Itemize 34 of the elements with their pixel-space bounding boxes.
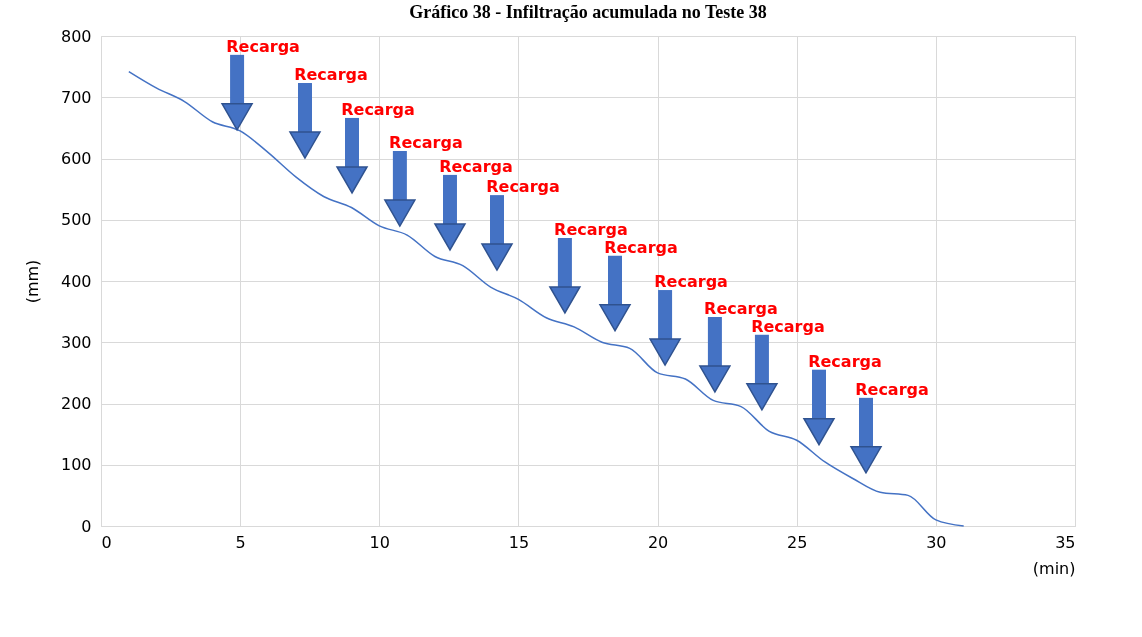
x-tick-label: 0 [101,532,112,552]
annotation: Recarga [486,177,560,197]
x-tick-label: 35 [1055,532,1076,552]
y-tick-label: 800 [60,26,92,46]
y-tick-label: 200 [60,394,92,413]
line-series [128,70,965,527]
annotation: Recarga [704,299,778,318]
x-tick-label: 25 [787,532,808,552]
y-tick-label: 400 [60,271,92,291]
annotation: Recarga [226,36,300,56]
x-tick-label: 5 [235,532,246,552]
y-tick-label: 500 [60,210,92,230]
annotation: Recarga [439,156,513,176]
x-tick-label: 10 [369,532,390,552]
x-tick-label: 30 [926,532,947,552]
y-tick-label: 600 [60,149,92,168]
y-tick-label: 0 [81,516,92,536]
annotation: Recarga [654,272,728,292]
annotation: Recarga [808,351,882,371]
chart-title: Gráfico 38 - Infiltração acumulada no Teste 38 [409,2,767,22]
annotation: Recarga [604,237,678,257]
x-tick-label: 15 [508,532,530,552]
x-axis-title: (min) [1032,558,1076,578]
x-tick-label: 20 [647,532,669,552]
y-tick-label: 300 [60,332,92,352]
y-tick-label: 700 [60,87,92,107]
annotation: Recarga [389,133,463,153]
annotation: Recarga [294,65,368,85]
y-axis-title: (mm) [22,259,42,304]
y-tick-label: 100 [60,455,92,475]
annotation: Recarga [554,219,628,239]
annotation: Recarga [341,99,415,119]
annotation: Recarga [855,379,929,399]
annotation: Recarga [751,316,825,336]
